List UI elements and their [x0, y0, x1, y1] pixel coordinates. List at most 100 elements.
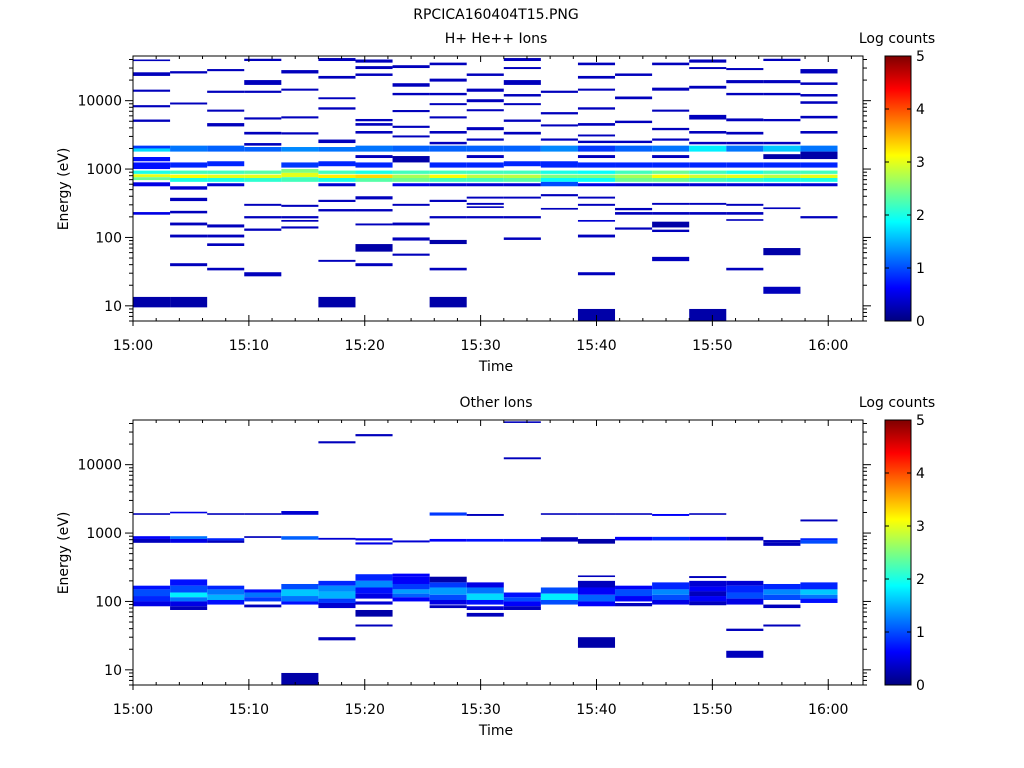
heatmap-cell: [318, 178, 356, 182]
colorbar-label-top: Log counts: [859, 31, 935, 47]
heatmap-cell: [133, 119, 171, 122]
heatmap-cell: [726, 203, 764, 206]
heatmap-cell: [726, 80, 764, 84]
heatmap-cell: [281, 132, 319, 135]
heatmap-cell: [540, 207, 578, 210]
heatmap-cell: [577, 75, 616, 79]
heatmap-cell: [466, 513, 504, 516]
colorbar-tick-label: 4: [916, 466, 925, 482]
heatmap-cell: [726, 131, 764, 135]
colorbar-tick-label: 5: [916, 49, 925, 65]
heatmap-cell: [540, 170, 578, 174]
heatmap-cell: [318, 209, 356, 212]
heatmap-cell: [244, 597, 282, 602]
heatmap-cell: [726, 267, 764, 271]
x-tick-label: 15:00: [113, 702, 153, 718]
heatmap-cell: [577, 155, 616, 159]
heatmap-cell: [652, 127, 690, 131]
heatmap-cell: [689, 174, 727, 178]
heatmap-cell: [652, 229, 690, 233]
heatmap-cell: [800, 145, 838, 152]
heatmap-cell: [429, 512, 467, 516]
heatmap-cell: [355, 574, 393, 581]
heatmap-cell: [503, 145, 541, 152]
x-axis: 15:00 15:10 15:20 15:30 15:40 15:50 16:00: [113, 56, 852, 354]
heatmap-cell: [615, 96, 653, 100]
heatmap-cell: [652, 178, 690, 182]
heatmap-cell: [429, 582, 467, 588]
x-tick-label: 15:40: [576, 338, 616, 354]
heatmap-cell: [392, 92, 430, 96]
heatmap-cell: [577, 174, 616, 178]
heatmap-cell: [392, 576, 430, 584]
x-tick-label: 15:30: [460, 702, 500, 718]
heatmap-cell: [318, 97, 356, 100]
heatmap-cell: [577, 134, 616, 137]
heatmap-cell: [392, 203, 430, 206]
heatmap-cell: [281, 601, 319, 605]
heatmap-cell: [207, 178, 245, 182]
heatmap-cell: [244, 228, 282, 231]
heatmap-cell: [577, 513, 616, 515]
heatmap-cell: [763, 183, 801, 187]
heatmap-cell: [577, 140, 616, 144]
x-tick-label: 15:30: [460, 338, 500, 354]
heatmap-cell: [503, 103, 541, 106]
heatmap-cell: [355, 624, 393, 627]
heatmap-cell: [355, 223, 393, 226]
heatmap-cell: [503, 58, 541, 62]
heatmap-cell: [763, 178, 801, 182]
heatmap-cell: [503, 119, 541, 122]
heatmap-cell: [652, 221, 690, 228]
plot-frame: [132, 419, 864, 686]
heatmap-cell: [281, 116, 319, 119]
heatmap-cell: [652, 62, 690, 66]
x-tick-label: 16:00: [808, 702, 848, 718]
heatmap-cell: [726, 592, 764, 599]
heatmap-cell: [503, 538, 541, 542]
panel-bottom: Other Ions 15:00 15:10 15:20 15:30 15:40 15:5…: [56, 395, 935, 739]
heatmap-cell: [689, 591, 727, 597]
heatmap-cell: [689, 212, 727, 215]
heatmap-cell: [318, 75, 356, 79]
y-tick-label: 10: [104, 299, 122, 315]
heatmap-cell: [652, 87, 690, 91]
colorbar-tick-label: 1: [916, 261, 925, 277]
heatmap-cell: [577, 219, 616, 222]
heatmap-cell: [577, 234, 616, 238]
heatmap-cell: [577, 203, 616, 206]
heatmap-cell: [689, 576, 727, 579]
heatmap-cell: [281, 172, 319, 178]
heatmap-cell: [207, 585, 245, 590]
heatmap-cell: [133, 601, 171, 607]
heatmap-cell: [281, 169, 319, 173]
heatmap-cell: [281, 672, 319, 685]
heatmap-cell: [355, 538, 393, 541]
heatmap-cell: [615, 585, 653, 590]
heatmap-cell: [503, 131, 541, 135]
heatmap-cell: [170, 579, 208, 586]
heatmap-cell: [577, 587, 616, 595]
heatmap-cell: [244, 592, 282, 598]
heatmap-cell: [466, 170, 504, 174]
heatmap-cell: [726, 219, 764, 221]
heatmap-cell: [540, 124, 578, 127]
heatmap-cell: [429, 216, 467, 219]
heatmap-cell: [466, 178, 504, 182]
heatmap-cell: [244, 58, 282, 62]
heatmap-cell: [318, 441, 356, 444]
heatmap-cell: [577, 594, 616, 602]
heatmap-cell: [689, 131, 727, 134]
heatmap-cell: [652, 589, 690, 595]
heatmap-cell: [689, 114, 727, 120]
heatmap-cell: [207, 69, 245, 72]
heatmap-cell: [133, 174, 171, 178]
heatmap-cell: [244, 178, 282, 182]
heatmap-cell: [392, 110, 430, 113]
heatmap-cell: [170, 162, 208, 168]
heatmap-cell: [503, 67, 541, 70]
heatmap-cell: [355, 66, 393, 70]
heatmap-cell: [466, 587, 504, 594]
heatmap-cell: [577, 62, 616, 66]
heatmap-cell: [466, 109, 504, 112]
